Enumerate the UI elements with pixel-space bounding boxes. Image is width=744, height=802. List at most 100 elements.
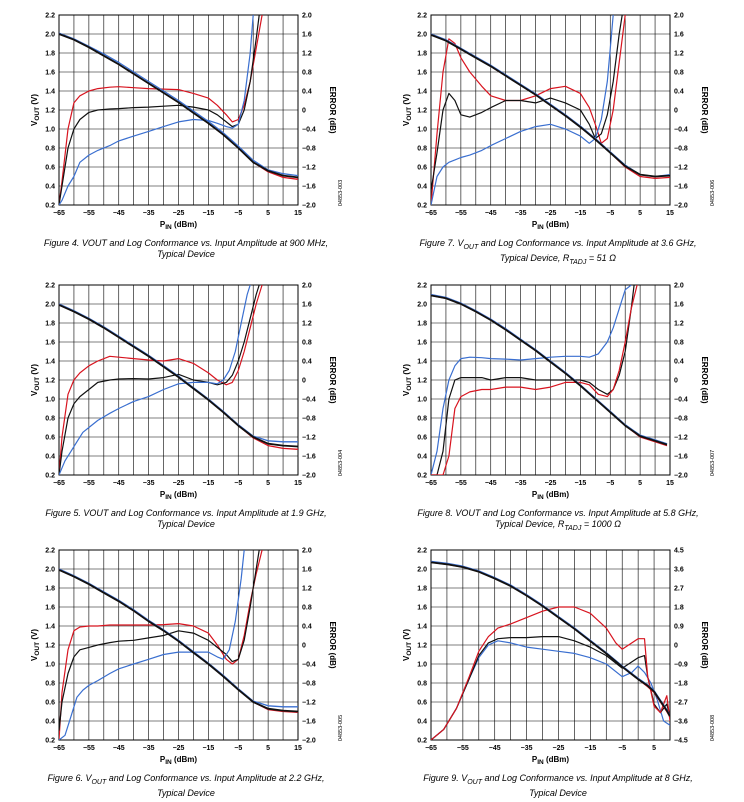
y-tick-label: 2.2 xyxy=(45,13,55,20)
y-tick-label: 2.2 xyxy=(417,283,427,290)
caption-subscript: OUT xyxy=(91,778,107,786)
x-tick-label: 5 xyxy=(266,480,270,487)
y2-tick-label: 0.9 xyxy=(674,624,684,631)
y2-tick-label: −0.8 xyxy=(302,146,316,153)
error-line-red xyxy=(59,285,263,475)
x-tick-label: −5 xyxy=(234,210,242,217)
chart-panel: 0.2 0.4 0.6 0.8 1.0 1.2 1.4 1.6 1.8 2.0 2.2 −2.0 −1.… xyxy=(0,535,372,802)
y-tick-label: 2.2 xyxy=(45,548,55,555)
y-tick-label: 0.4 xyxy=(45,719,55,726)
y-tick-label: 2.2 xyxy=(417,13,427,20)
caption-text: Typical Device, R xyxy=(500,252,570,263)
error-line-red xyxy=(431,285,638,475)
y-tick-label: 0.6 xyxy=(45,165,55,172)
y2-tick-label: −0.4 xyxy=(302,397,316,404)
caption-line-2: Typical Device xyxy=(0,249,372,260)
chart-svg: 0.2 0.4 0.6 0.8 1.0 1.2 1.4 1.6 1.8 2.0 2.2 −2.0 −1.… xyxy=(30,548,344,767)
x-tick-label: −25 xyxy=(173,480,185,487)
y2-tick-label: 0 xyxy=(302,378,306,385)
x-tick-label: 15 xyxy=(666,210,674,217)
y2-tick-label: −0.8 xyxy=(302,416,316,423)
y2-tick-label: −2.0 xyxy=(302,203,316,210)
figure-caption: Figure 9. VOUT and Log Conformance vs. I… xyxy=(372,773,744,799)
series-group xyxy=(59,285,298,475)
caption-line-1: Figure 8. VOUT and Log Conformance vs. I… xyxy=(372,508,744,519)
error-line-blue xyxy=(431,640,670,740)
x-tick-label: −35 xyxy=(515,480,527,487)
y-tick-label: 2.0 xyxy=(45,32,55,39)
y2-tick-label: −0.4 xyxy=(302,662,316,669)
x-tick-label: 5 xyxy=(638,210,642,217)
series-group xyxy=(59,550,298,740)
y2-tick-label: −1.2 xyxy=(674,435,688,442)
y2-tick-label: 1.6 xyxy=(674,32,684,39)
caption-text: and Log Conformance vs. Input Amplitude … xyxy=(482,773,693,783)
y2-tick-label: 0.8 xyxy=(674,340,684,347)
y-tick-label: 1.0 xyxy=(45,662,55,669)
y-tick-label: 1.2 xyxy=(45,643,55,650)
x-tick-label: −65 xyxy=(425,745,437,752)
y-tick-label: 0.4 xyxy=(417,454,427,461)
y-tick-label: 0.4 xyxy=(45,184,55,191)
y2-axis-label: ERROR (dB) xyxy=(328,621,337,668)
y-tick-label: 2.0 xyxy=(45,302,55,309)
chart-panel: 0.2 0.4 0.6 0.8 1.0 1.2 1.4 1.6 1.8 2.0 2.2 −4.5 −3.… xyxy=(372,535,744,802)
y-tick-label: 1.8 xyxy=(417,51,427,58)
y-tick-label: 1.4 xyxy=(417,359,427,366)
x-tick-label: −25 xyxy=(545,480,557,487)
plot-frame xyxy=(430,14,671,206)
y2-tick-label: 0.4 xyxy=(302,624,312,631)
y2-axis-label: ERROR (dB) xyxy=(328,356,337,403)
y-tick-label: 0.4 xyxy=(417,719,427,726)
y2-tick-label: −2.7 xyxy=(674,700,688,707)
x-tick-label: 15 xyxy=(294,745,302,752)
error-line-black xyxy=(431,15,623,191)
vout-line-red xyxy=(431,561,670,718)
error-line-black xyxy=(59,15,260,205)
y-tick-label: 0.8 xyxy=(45,146,55,153)
y-tick-label: 1.0 xyxy=(45,397,55,404)
y2-tick-label: −1.6 xyxy=(302,184,316,191)
caption-line-1: Figure 7. VOUT and Log Conformance vs. I… xyxy=(372,238,744,253)
x-tick-label: −45 xyxy=(485,480,497,487)
x-axis-label: PIN (dBm) xyxy=(532,490,570,501)
y2-axis-label: ERROR (dB) xyxy=(700,356,709,403)
vout-line-blue xyxy=(59,32,298,177)
y-tick-label: 0.6 xyxy=(417,435,427,442)
grid xyxy=(430,14,671,206)
y-tick-label: 1.6 xyxy=(45,605,55,612)
y-tick-label: 1.4 xyxy=(417,624,427,631)
chart-panel: 0.2 0.4 0.6 0.8 1.0 1.2 1.4 1.6 1.8 2.0 2.2 −2.0 −1.… xyxy=(0,270,372,537)
y-tick-label: 1.6 xyxy=(417,70,427,77)
chart-svg: 0.2 0.4 0.6 0.8 1.0 1.2 1.4 1.6 1.8 2.0 2.2 −4.5 −3.… xyxy=(402,548,716,767)
y-axis-label: VOUT (V) xyxy=(30,364,41,396)
y2-tick-label: −0.8 xyxy=(674,416,688,423)
y-tick-label: 0.8 xyxy=(417,416,427,423)
x-tick-label: −55 xyxy=(455,210,467,217)
y2-tick-label: 0 xyxy=(674,108,678,115)
chart-svg: 0.2 0.4 0.6 0.8 1.0 1.2 1.4 1.6 1.8 2.0 2.2 −2.0 −1.… xyxy=(402,283,716,502)
caption-text: and Log Conformance vs. Input Amplitude … xyxy=(478,238,697,248)
figure-id: 04853-007 xyxy=(710,450,716,476)
x-tick-label: 5 xyxy=(652,745,656,752)
chart-svg: 0.2 0.4 0.6 0.8 1.0 1.2 1.4 1.6 1.8 2.0 2.2 −2.0 −1.… xyxy=(30,283,344,502)
y-tick-label: 1.8 xyxy=(45,321,55,328)
x-tick-label: −35 xyxy=(521,745,533,752)
y-tick-label: 1.2 xyxy=(417,643,427,650)
error-line-blue xyxy=(59,285,251,475)
y-tick-label: 1.4 xyxy=(417,89,427,96)
figure-caption: Figure 4. VOUT and Log Conformance vs. I… xyxy=(0,238,372,260)
caption-text: = 51 Ω xyxy=(586,252,616,263)
y2-tick-label: 1.6 xyxy=(302,567,312,574)
x-tick-label: −15 xyxy=(574,480,586,487)
figure-caption: Figure 7. VOUT and Log Conformance vs. I… xyxy=(372,238,744,268)
y-axis-label: VOUT (V) xyxy=(402,629,413,661)
y-tick-label: 0.8 xyxy=(45,416,55,423)
y2-tick-label: −0.8 xyxy=(674,146,688,153)
y-tick-label: 0.8 xyxy=(45,681,55,688)
chart-svg: 0.2 0.4 0.6 0.8 1.0 1.2 1.4 1.6 1.8 2.0 2.2 −2.0 −1.… xyxy=(30,13,344,232)
y2-tick-label: 1.2 xyxy=(674,51,684,58)
x-tick-label: −45 xyxy=(113,480,125,487)
plot-frame xyxy=(430,284,671,476)
y-tick-label: 1.4 xyxy=(45,624,55,631)
